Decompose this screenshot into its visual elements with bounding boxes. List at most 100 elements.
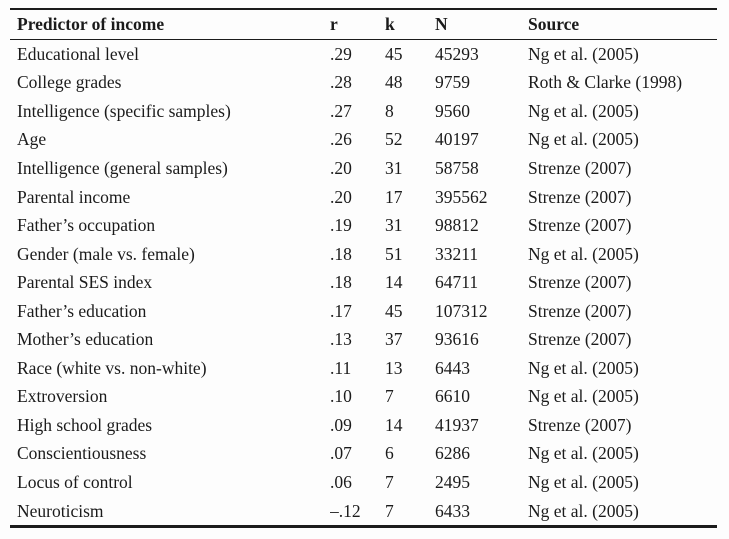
cell-predictor: College grades [17, 72, 122, 93]
table-row: Father’s education .17 45 107312 Strenze (20… [10, 297, 717, 326]
cell-r: .09 [330, 414, 352, 435]
cell-n: 6433 [435, 500, 470, 521]
cell-r: .06 [330, 471, 352, 492]
header-k: k [385, 9, 435, 40]
table-row: Educational level .29 45 45293 Ng et al. (20… [10, 40, 717, 69]
cell-predictor: Conscientiousness [17, 443, 147, 464]
cell-source: Ng et al. (2005) [528, 500, 639, 521]
table-row: Age .26 52 40197 Ng et al. (2005) [10, 126, 717, 155]
cell-source: Ng et al. (2005) [528, 386, 639, 407]
cell-predictor: Parental income [17, 186, 131, 207]
table-body: Educational level .29 45 45293 Ng et al. (20… [10, 40, 717, 527]
cell-r: .27 [330, 100, 352, 121]
header-n: N [435, 9, 528, 40]
cell-k: 17 [385, 186, 403, 207]
cell-k: 7 [385, 500, 394, 521]
cell-predictor: Age [17, 129, 47, 150]
cell-predictor: Intelligence (specific samples) [17, 100, 231, 121]
cell-r: –.12 [330, 500, 361, 521]
cell-source: Strenze (2007) [528, 215, 632, 236]
table-row: Conscientiousness .07 6 6286 Ng et al. (2005… [10, 440, 717, 469]
cell-r: .11 [330, 357, 352, 378]
cell-r: .13 [330, 329, 352, 350]
cell-r: .26 [330, 129, 352, 150]
cell-r: .17 [330, 300, 352, 321]
cell-predictor: Parental SES index [17, 272, 153, 293]
cell-predictor: Race (white vs. non-white) [17, 357, 207, 378]
cell-r: .19 [330, 215, 352, 236]
cell-source: Strenze (2007) [528, 157, 632, 178]
header-r: r [330, 9, 385, 40]
header-row: Predictor of income r k N Source [10, 9, 717, 40]
cell-n: 2495 [435, 471, 470, 492]
cell-source: Strenze (2007) [528, 272, 632, 293]
cell-predictor: Gender (male vs. female) [17, 243, 195, 264]
cell-predictor: Mother’s education [17, 329, 154, 350]
header-source: Source [528, 9, 717, 40]
cell-source: Roth & Clarke (1998) [528, 72, 683, 93]
cell-k: 6 [385, 443, 394, 464]
table-row: Race (white vs. non-white) .11 13 6443 Ng et… [10, 354, 717, 383]
cell-k: 7 [385, 386, 394, 407]
header-predictor: Predictor of income [10, 9, 330, 40]
cell-k: 14 [385, 272, 403, 293]
cell-n: 64711 [435, 272, 479, 293]
cell-predictor: Father’s education [17, 300, 147, 321]
table-row: Mother’s education .13 37 93616 Strenze (200… [10, 325, 717, 354]
cell-r: .29 [330, 43, 352, 64]
cell-predictor: Educational level [17, 43, 139, 64]
cell-r: .18 [330, 243, 352, 264]
cell-n: 58758 [435, 157, 479, 178]
table-row: Parental income .20 17 395562 Strenze (2007) [10, 183, 717, 212]
cell-predictor: High school grades [17, 414, 153, 435]
cell-n: 6610 [435, 386, 470, 407]
cell-source: Ng et al. (2005) [528, 129, 639, 150]
cell-predictor: Intelligence (general samples) [17, 157, 228, 178]
cell-n: 93616 [435, 329, 479, 350]
cell-r: .07 [330, 443, 352, 464]
cell-r: .18 [330, 272, 352, 293]
cell-n: 33211 [435, 243, 479, 264]
cell-predictor: Locus of control [17, 471, 133, 492]
cell-source: Ng et al. (2005) [528, 357, 639, 378]
table-row: Father’s occupation .19 31 98812 Strenze (20… [10, 211, 717, 240]
cell-k: 51 [385, 243, 403, 264]
cell-predictor: Extroversion [17, 386, 108, 407]
table-row: College grades .28 48 9759 Roth & Clarke (19… [10, 69, 717, 98]
cell-source: Ng et al. (2005) [528, 471, 639, 492]
cell-source: Strenze (2007) [528, 300, 632, 321]
cell-predictor: Neuroticism [17, 500, 104, 521]
table-row: Parental SES index .18 14 64711 Strenze (200… [10, 268, 717, 297]
cell-n: 6286 [435, 443, 470, 464]
cell-source: Strenze (2007) [528, 414, 632, 435]
cell-k: 48 [385, 72, 403, 93]
table-row: Neuroticism –.12 7 6433 Ng et al. (2005) [10, 497, 717, 527]
table-row: Gender (male vs. female) .18 51 33211 Ng et … [10, 240, 717, 269]
cell-r: .28 [330, 72, 352, 93]
cell-source: Ng et al. (2005) [528, 100, 639, 121]
table-row: Intelligence (general samples) .20 31 58758… [10, 154, 717, 183]
cell-r: .20 [330, 157, 352, 178]
cell-r: .20 [330, 186, 352, 207]
cell-k: 45 [385, 43, 403, 64]
cell-n: 40197 [435, 129, 479, 150]
cell-k: 7 [385, 471, 394, 492]
cell-n: 395562 [435, 186, 488, 207]
cell-k: 14 [385, 414, 403, 435]
cell-n: 9759 [435, 72, 470, 93]
cell-source: Strenze (2007) [528, 186, 632, 207]
cell-n: 9560 [435, 100, 470, 121]
table-row: Locus of control .06 7 2495 Ng et al. (2005) [10, 468, 717, 497]
cell-n: 98812 [435, 215, 479, 236]
cell-k: 37 [385, 329, 403, 350]
predictors-of-income-table: Predictor of income r k N Source Educati… [10, 8, 717, 529]
cell-n: 6443 [435, 357, 470, 378]
cell-source: Ng et al. (2005) [528, 443, 639, 464]
cell-k: 13 [385, 357, 403, 378]
cell-k: 31 [385, 157, 403, 178]
cell-source: Strenze (2007) [528, 329, 632, 350]
cell-k: 8 [385, 100, 394, 121]
cell-k: 52 [385, 129, 403, 150]
cell-r: .10 [330, 386, 352, 407]
